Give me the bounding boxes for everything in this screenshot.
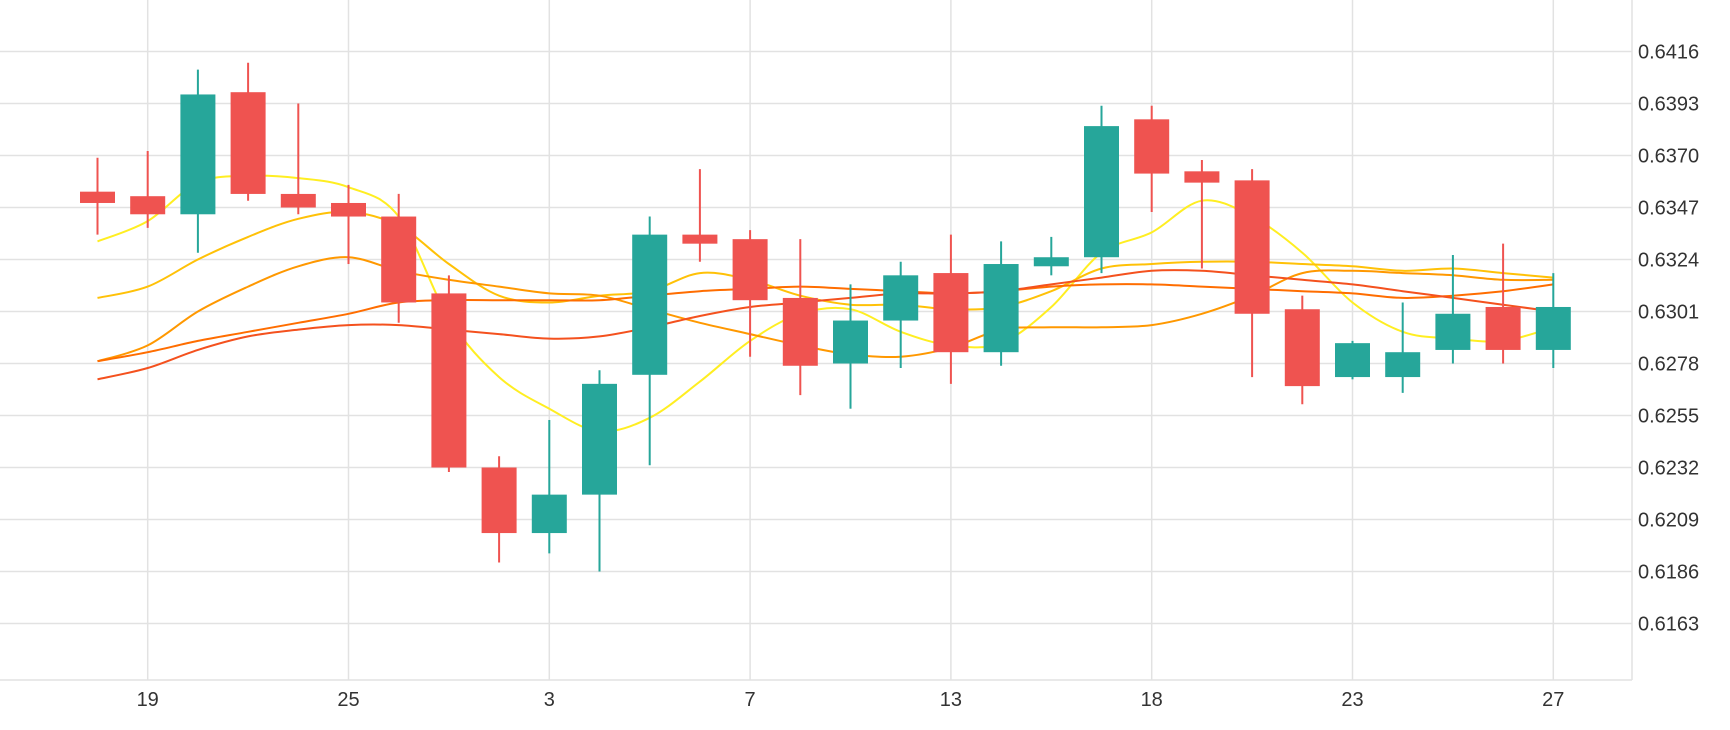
y-tick-label: 0.6232 (1638, 458, 1699, 480)
candle-up (531, 420, 567, 554)
candle-down (80, 157, 115, 235)
x-tick-label: 19 (137, 689, 159, 711)
candle-up (1535, 273, 1571, 369)
candle-body (582, 383, 617, 495)
candle-body (1084, 126, 1119, 258)
candle-down (1184, 160, 1220, 269)
candle-body (833, 320, 868, 364)
candle-body (1184, 171, 1220, 183)
y-tick-label: 0.6278 (1638, 354, 1699, 376)
y-tick-label: 0.6301 (1638, 302, 1699, 324)
candle-body (1385, 352, 1421, 378)
candle-body (1033, 257, 1069, 267)
candle-body (883, 275, 919, 321)
candle-up (1335, 340, 1370, 380)
candle-up (1084, 105, 1119, 274)
candle-body (180, 94, 216, 215)
candle-up (632, 216, 668, 466)
candle-body (1485, 306, 1521, 350)
candle-down (732, 230, 768, 357)
candle-down (1134, 105, 1170, 213)
axes: 0.6416 0.6393 0.6370 0.6347 0.6324 0.6301 0.62… (0, 0, 1699, 711)
candle-body (983, 264, 1019, 353)
candle-down (1234, 169, 1270, 378)
candle-up (582, 370, 617, 572)
candle-body (1234, 180, 1270, 314)
candle-body (531, 494, 567, 534)
candle-body (431, 293, 467, 468)
candle-body (1535, 306, 1571, 350)
candle-down (1284, 295, 1320, 405)
candle-body (1435, 313, 1471, 350)
x-tick-label: 3 (544, 689, 555, 711)
candle-down (1485, 243, 1521, 364)
candle-up (180, 69, 216, 253)
candle-down (230, 62, 266, 201)
candle-body (732, 239, 768, 301)
ma-line-5 (97, 269, 1554, 381)
y-tick-label: 0.6209 (1638, 510, 1699, 532)
y-tick-label: 0.6324 (1638, 250, 1699, 272)
candle-down (933, 234, 969, 384)
candle-down (782, 239, 818, 396)
x-tick-label: 23 (1341, 689, 1363, 711)
ma-line-4 (97, 283, 1554, 363)
candle-down (280, 103, 316, 215)
candle-body (933, 273, 969, 353)
candle-up (983, 241, 1019, 366)
candle-up (833, 284, 868, 409)
candle-up (1385, 302, 1421, 393)
candle-body (1335, 343, 1370, 378)
candle-up (883, 261, 919, 369)
candle-body (782, 297, 818, 366)
x-tick-label: 13 (940, 689, 962, 711)
candle-body (682, 234, 718, 244)
moving-average-lines (97, 174, 1554, 433)
candle-down (431, 275, 467, 473)
candle-body (331, 202, 366, 217)
candle-body (80, 191, 115, 203)
candles (80, 62, 1571, 572)
candle-down (682, 169, 718, 262)
candle-body (280, 193, 316, 208)
candle-body (481, 467, 517, 534)
y-tick-label: 0.6416 (1638, 42, 1699, 64)
ma-line-3 (97, 256, 1554, 363)
x-tick-label: 25 (337, 689, 359, 711)
y-tick-label: 0.6393 (1638, 94, 1699, 116)
y-tick-label: 0.6163 (1638, 614, 1699, 636)
candle-body (1284, 309, 1320, 387)
candle-body (1134, 119, 1170, 174)
y-tick-label: 0.6186 (1638, 562, 1699, 584)
candle-up (1033, 236, 1069, 276)
x-tick-label: 18 (1141, 689, 1163, 711)
candle-down (381, 193, 417, 323)
candle-down (331, 184, 366, 265)
candle-down (481, 456, 517, 563)
x-tick-label: 7 (745, 689, 756, 711)
candle-up (1435, 254, 1471, 364)
y-tick-label: 0.6370 (1638, 146, 1699, 168)
y-tick-label: 0.6255 (1638, 406, 1699, 428)
candle-body (130, 196, 166, 215)
candle-down (130, 150, 166, 228)
candle-body (632, 234, 668, 375)
candle-body (381, 216, 417, 303)
y-tick-label: 0.6347 (1638, 198, 1699, 220)
candle-body (230, 92, 266, 194)
x-tick-label: 27 (1542, 689, 1564, 711)
